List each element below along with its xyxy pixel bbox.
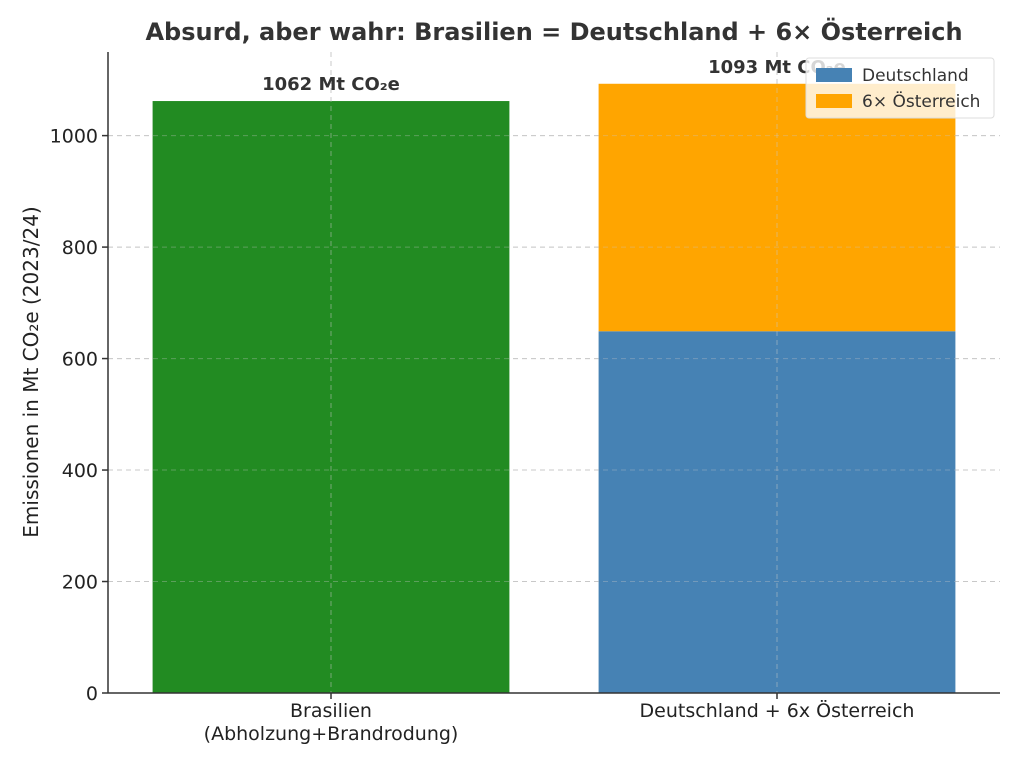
y-tick-label: 200	[62, 572, 98, 594]
legend-swatch	[816, 68, 852, 82]
bars	[108, 52, 1000, 694]
legend-box	[805, 57, 995, 119]
legend-label: Deutschland	[862, 66, 969, 86]
axes: 0 200 400 600 800 1000 Brasilien(Abholzung+Bra…	[50, 52, 1000, 745]
legend-label: 6× Österreich	[862, 90, 980, 112]
y-tick-label: 400	[62, 460, 98, 482]
x-tick-label: (Abholzung+Brandrodung)	[204, 723, 459, 745]
y-tick-label: 600	[62, 349, 98, 371]
x-tick-label: Deutschland + 6x Österreich	[640, 699, 915, 722]
y-axis-label: Emissionen in Mt CO₂e (2023/24)	[19, 206, 43, 537]
x-tick-label: Brasilien	[290, 700, 372, 722]
y-tick-label: 1000	[50, 126, 98, 148]
legend-swatch	[816, 94, 852, 108]
chart-title: Absurd, aber wahr: Brasilien = Deutschla…	[145, 16, 962, 46]
y-tick-label: 0	[86, 683, 98, 705]
y-tick-label: 800	[62, 237, 98, 259]
legend: Deutschland 6× Österreich	[805, 57, 995, 119]
bar-value-label: 1062 Mt CO₂e	[262, 74, 400, 95]
